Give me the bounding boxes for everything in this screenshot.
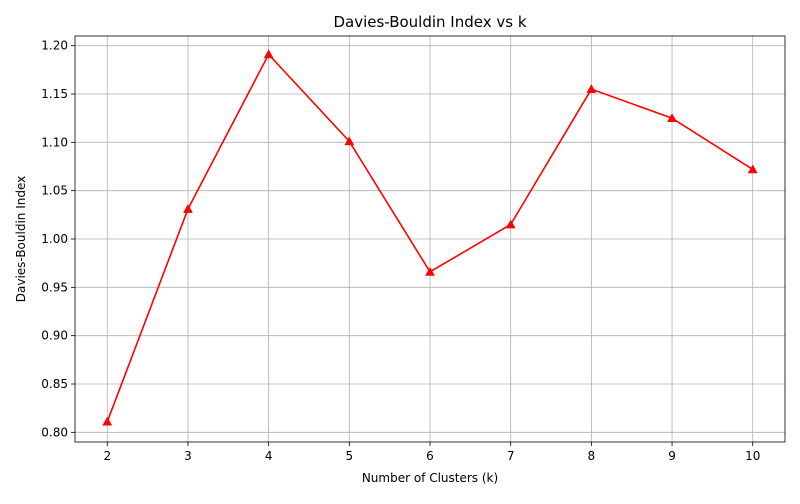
data-point-marker [183, 204, 193, 213]
y-tick-label: 0.80 [41, 425, 68, 439]
y-tick-label: 1.20 [41, 39, 68, 53]
data-point-marker [747, 164, 758, 174]
y-tick-label: 1.05 [41, 184, 68, 198]
x-axis-label: Number of Clusters (k) [362, 471, 498, 485]
chart-title: Davies-Bouldin Index vs k [333, 13, 526, 31]
x-tick-label: 6 [426, 449, 434, 463]
x-tick-label: 5 [345, 449, 353, 463]
y-tick-label: 0.90 [41, 329, 68, 343]
data-point-marker [344, 136, 355, 146]
series [102, 49, 758, 426]
y-tick-label: 1.10 [41, 135, 68, 149]
y-tick-label: 1.00 [41, 232, 68, 246]
data-point-marker [425, 266, 435, 276]
ticks: 2 3 4 5 6 7 8 9 10 0.80 0.85 0.90 0.95 1.00 1.05 1.10 1.… [41, 39, 760, 463]
y-axis-label: Davies-Bouldin Index [14, 176, 28, 303]
data-point-marker [667, 113, 677, 123]
y-tick-label: 0.85 [41, 377, 68, 391]
grid [75, 36, 785, 442]
x-tick-label: 2 [103, 449, 111, 463]
x-tick-label: 4 [265, 449, 273, 463]
x-tick-label: 9 [668, 449, 676, 463]
x-tick-label: 7 [507, 449, 515, 463]
data-point-marker [586, 84, 597, 94]
x-tick-label: 10 [745, 449, 760, 463]
x-tick-label: 8 [588, 449, 596, 463]
y-tick-label: 0.95 [41, 280, 68, 294]
data-point-marker [102, 416, 113, 426]
data-point-marker [505, 219, 516, 229]
x-tick-label: 3 [184, 449, 192, 463]
data-point-marker [263, 49, 274, 59]
y-tick-label: 1.15 [41, 87, 68, 101]
